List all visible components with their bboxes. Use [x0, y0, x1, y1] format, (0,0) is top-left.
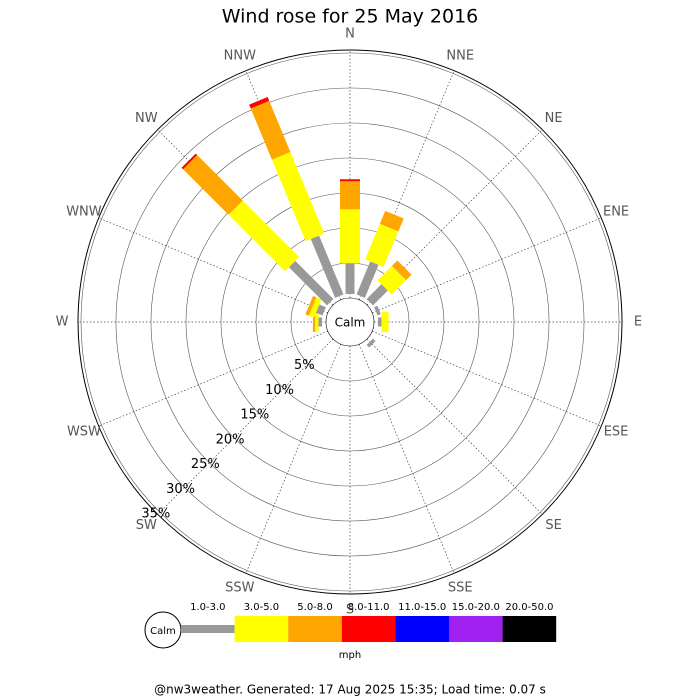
- legend-swatch: [234, 616, 289, 642]
- bar-segment: [310, 235, 344, 298]
- calm-label: Calm: [335, 316, 366, 330]
- bar-segment: [379, 210, 404, 232]
- bar-segment: [308, 297, 322, 318]
- direction-label: SW: [136, 518, 157, 533]
- spoke: [372, 330, 602, 427]
- bar-segment: [288, 260, 334, 306]
- ring-label: 20%: [216, 432, 245, 447]
- ring-label: 35%: [141, 507, 170, 522]
- chart-title: Wind rose for 25 May 2016: [222, 6, 479, 28]
- direction-label: NNE: [446, 48, 474, 63]
- bar-segment: [318, 317, 322, 327]
- legend-label: 15.0-20.0: [452, 602, 500, 613]
- legend-label: 11.0-15.0: [398, 602, 446, 613]
- direction-label: NE: [545, 111, 563, 126]
- spoke: [358, 344, 455, 574]
- bar-segment: [356, 261, 379, 298]
- bar-segment: [381, 312, 389, 332]
- legend-unit: mph: [339, 650, 361, 661]
- bar-segment: [345, 263, 355, 294]
- spoke: [366, 129, 543, 306]
- spoke: [358, 70, 455, 300]
- legend-label: 5.0-8.0: [297, 602, 332, 613]
- bar-segment: [250, 100, 291, 160]
- legend-swatch: [341, 616, 396, 642]
- spoke: [157, 338, 334, 515]
- calm-circle: [325, 297, 375, 347]
- spoke: [98, 217, 328, 314]
- bar-segment: [315, 304, 326, 316]
- legend-label: 3.0-5.0: [244, 602, 279, 613]
- ring-label: 15%: [240, 408, 269, 423]
- bar-segment: [340, 209, 360, 264]
- bar-segment: [183, 155, 243, 215]
- legend-calm-label: Calm: [150, 626, 176, 637]
- direction-label: ENE: [603, 204, 629, 219]
- legend-label: 20.0-50.0: [505, 602, 553, 613]
- bar-segment: [305, 295, 317, 316]
- legend-swatch: [449, 616, 503, 642]
- direction-label: SE: [545, 518, 561, 533]
- legend-swatch: [181, 625, 235, 633]
- bar-segment: [378, 317, 382, 327]
- ring-label: 10%: [265, 383, 294, 398]
- bar-segment: [374, 305, 381, 316]
- bar-segment: [365, 223, 399, 267]
- footer: @nw3weather. Generated: 17 Aug 2025 15:3…: [154, 683, 546, 697]
- direction-label: S: [346, 603, 354, 618]
- bar-segment: [249, 96, 270, 109]
- spoke: [98, 330, 328, 427]
- ring-label: 30%: [166, 482, 195, 497]
- bar-segment: [315, 312, 319, 332]
- bar-segment: [271, 151, 325, 242]
- direction-label: WSW: [67, 425, 101, 440]
- direction-label: E: [634, 315, 642, 330]
- direction-label: SSW: [225, 581, 255, 596]
- bar-segment: [366, 284, 388, 306]
- spoke: [245, 344, 342, 574]
- direction-label: WNW: [66, 204, 102, 219]
- bar-segment: [366, 338, 376, 348]
- bar-segment: [181, 153, 198, 170]
- legend-swatch: [395, 616, 449, 642]
- direction-label: ESE: [604, 425, 629, 440]
- legend-swatch: [502, 616, 557, 642]
- bar-segment: [377, 265, 407, 295]
- direction-label: N: [345, 27, 355, 42]
- direction-label: NNW: [224, 48, 256, 63]
- direction-label: SSE: [448, 581, 473, 596]
- bar-segment: [340, 179, 360, 182]
- bar-segment: [340, 181, 360, 210]
- spoke: [372, 217, 602, 314]
- direction-label: W: [56, 315, 69, 330]
- bar-segment: [228, 200, 300, 272]
- legend-label: 8.0-11.0: [348, 602, 390, 613]
- outer-circle: [77, 49, 623, 595]
- legend-swatch: [288, 616, 342, 642]
- ring-label: 5%: [294, 358, 315, 373]
- ring-label: 25%: [191, 457, 220, 472]
- bar-segment: [391, 260, 412, 281]
- spoke: [366, 338, 543, 515]
- direction-label: NW: [135, 111, 158, 126]
- legend-label: 1.0-3.0: [190, 602, 225, 613]
